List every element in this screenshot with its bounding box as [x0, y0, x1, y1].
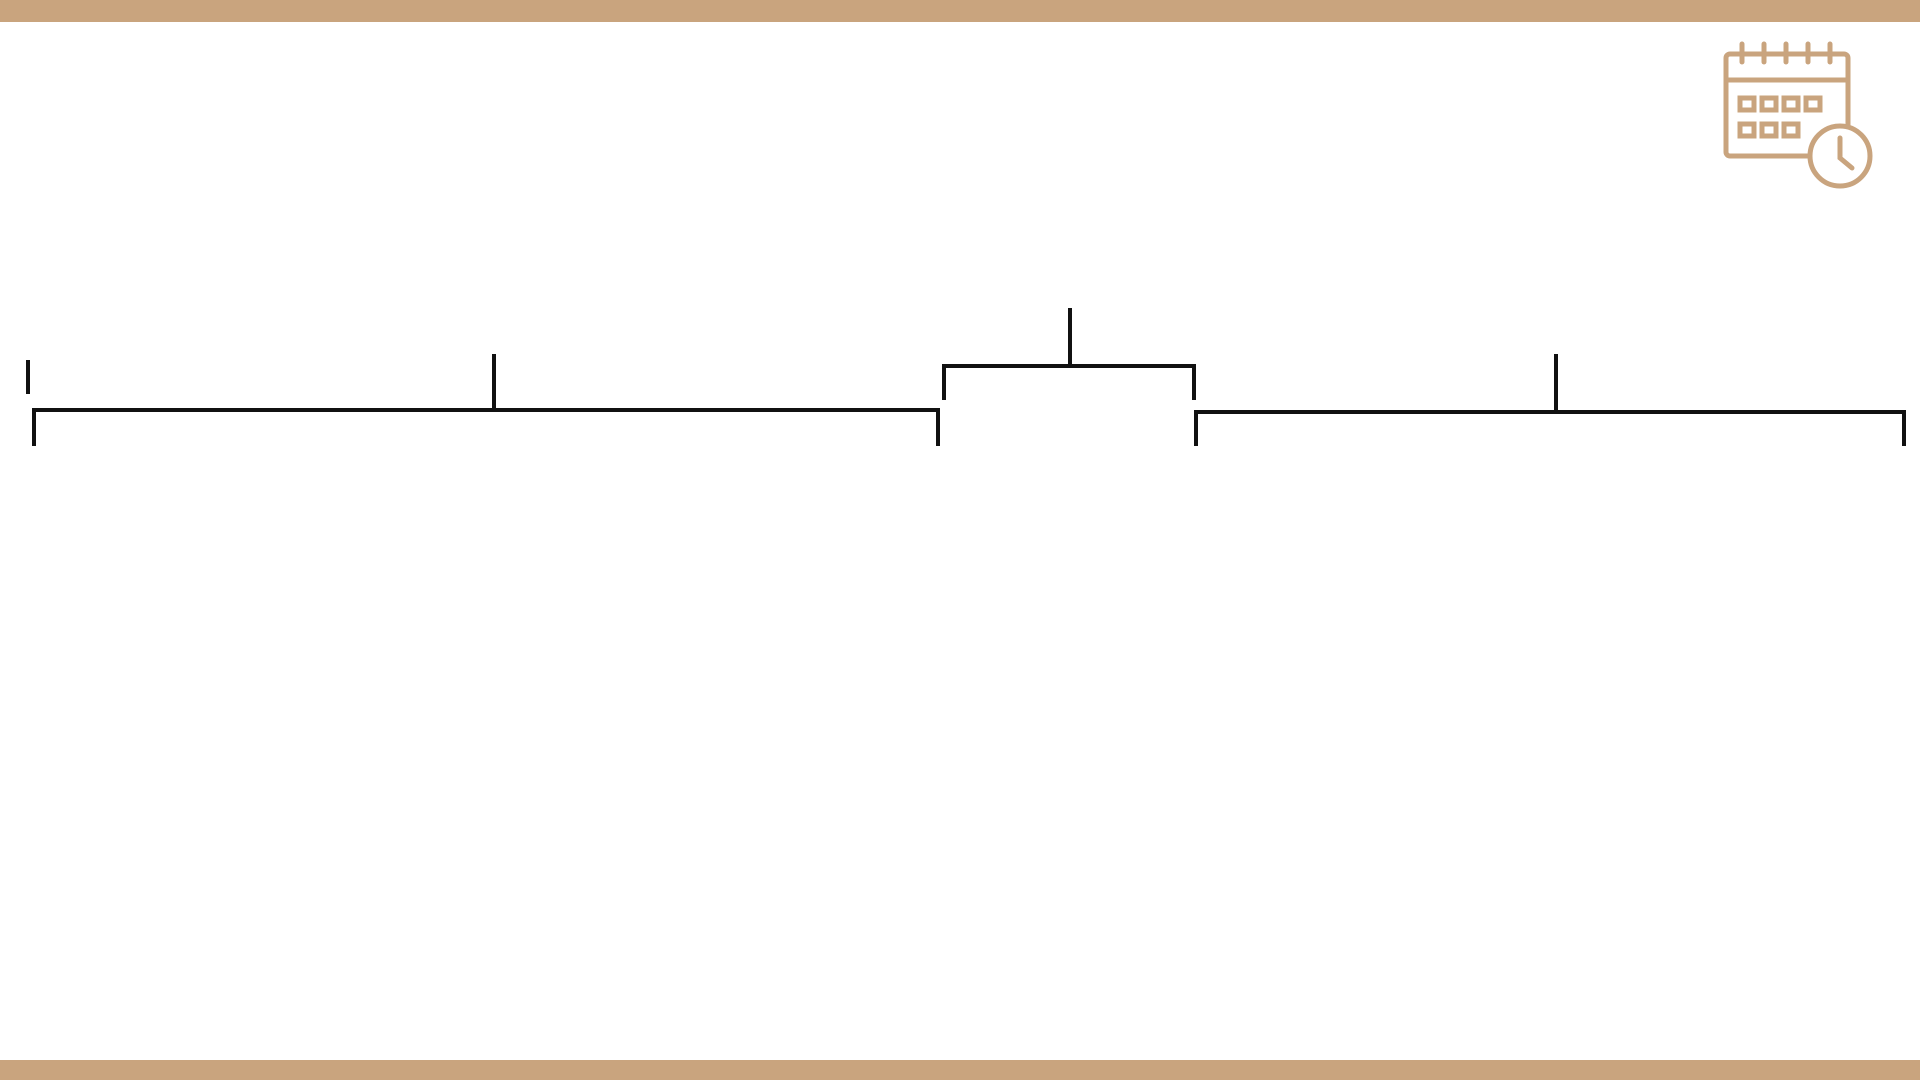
bottom-accent-band: [0, 1060, 1920, 1080]
calendar-clock-icon: [1723, 41, 1873, 189]
callout-brackets: [26, 308, 1906, 446]
top-accent-band: [0, 0, 1920, 22]
action-plan-spreadsheet: [28, 446, 1900, 986]
